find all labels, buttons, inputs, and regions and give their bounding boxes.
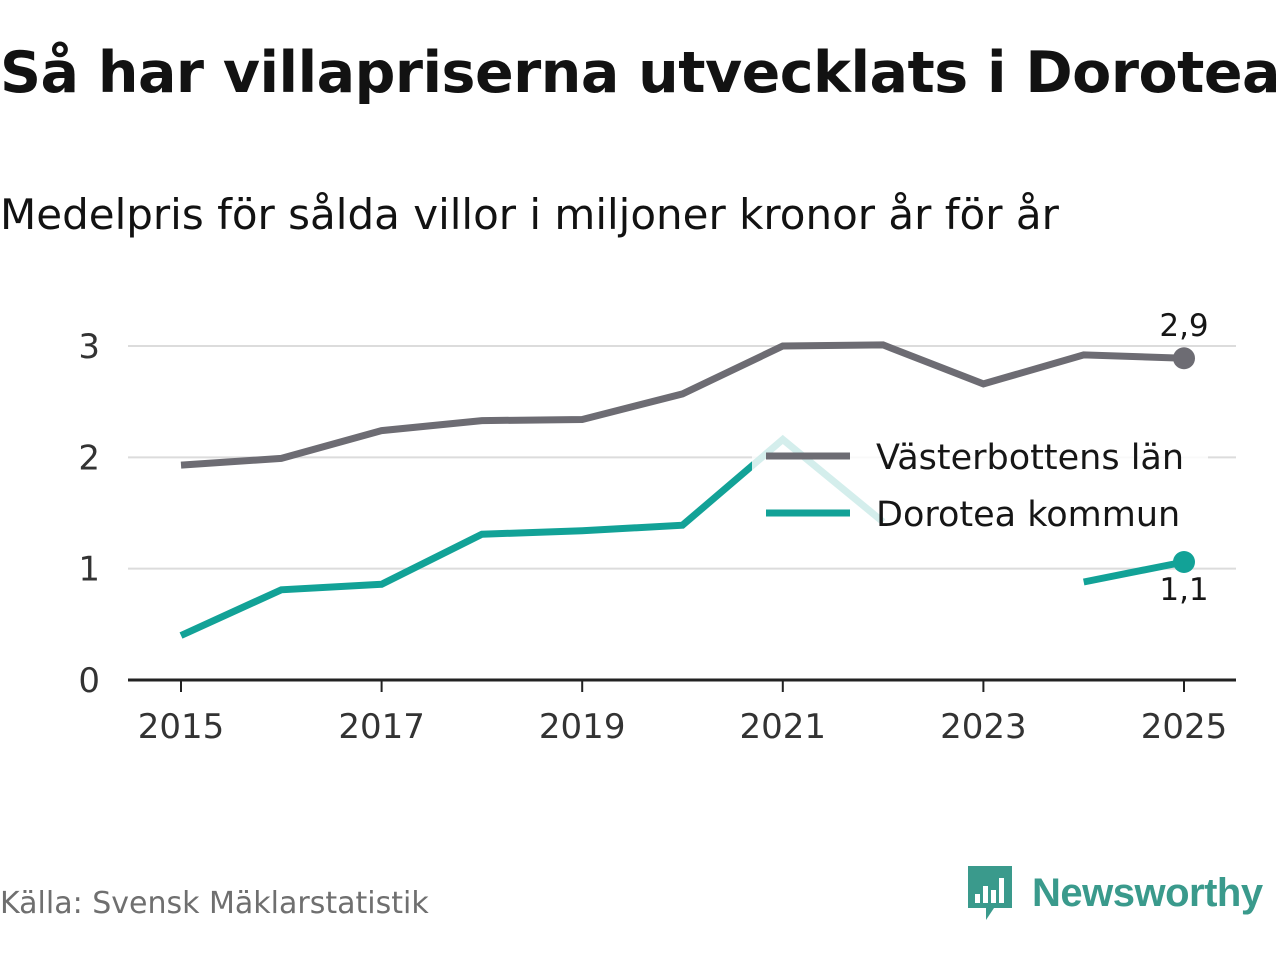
legend-label: Dorotea kommun — [876, 495, 1180, 535]
brand-name: Newsworthy — [1032, 870, 1263, 915]
end-value-label: 2,9 — [1159, 308, 1208, 344]
x-tick-label: 2025 — [1141, 707, 1228, 747]
end-value-label: 1,1 — [1159, 572, 1208, 608]
newsworthy-logo-icon — [968, 866, 1012, 920]
legend: Västerbottens län Dorotea kommun — [752, 424, 1208, 550]
chart-subtitle: Medelpris för sålda villor i miljoner kr… — [0, 190, 1059, 239]
source-note: Källa: Svensk Mäklarstatistik — [0, 886, 429, 921]
y-axis-ticks: 0 1 2 3 — [78, 327, 100, 701]
end-labels: 2,9 1,1 — [1159, 308, 1208, 608]
legend-label: Västerbottens län — [876, 438, 1184, 478]
x-tick-label: 2021 — [740, 707, 827, 747]
chart-title: Så har villapriserna utvecklats i Dorote… — [0, 40, 1280, 106]
y-tick-label: 3 — [78, 327, 100, 367]
x-tick-label: 2017 — [338, 707, 425, 747]
y-tick-label: 2 — [78, 438, 100, 478]
x-tick-label: 2019 — [539, 707, 626, 747]
series-line-0 — [180, 341, 1185, 469]
series-end-marker-1 — [1173, 550, 1195, 573]
y-tick-label: 1 — [78, 550, 100, 590]
legend-background — [752, 424, 1208, 550]
brand-logo[interactable]: Newsworthy — [964, 862, 1263, 924]
y-tick-label: 0 — [78, 661, 100, 701]
x-axis: 2015 2017 2019 2021 2023 2025 — [128, 678, 1236, 747]
series-line-1 — [1083, 558, 1185, 586]
series-end-marker-0 — [1173, 347, 1195, 370]
x-tick-label: 2023 — [940, 707, 1027, 747]
x-tick-label: 2015 — [138, 707, 225, 747]
